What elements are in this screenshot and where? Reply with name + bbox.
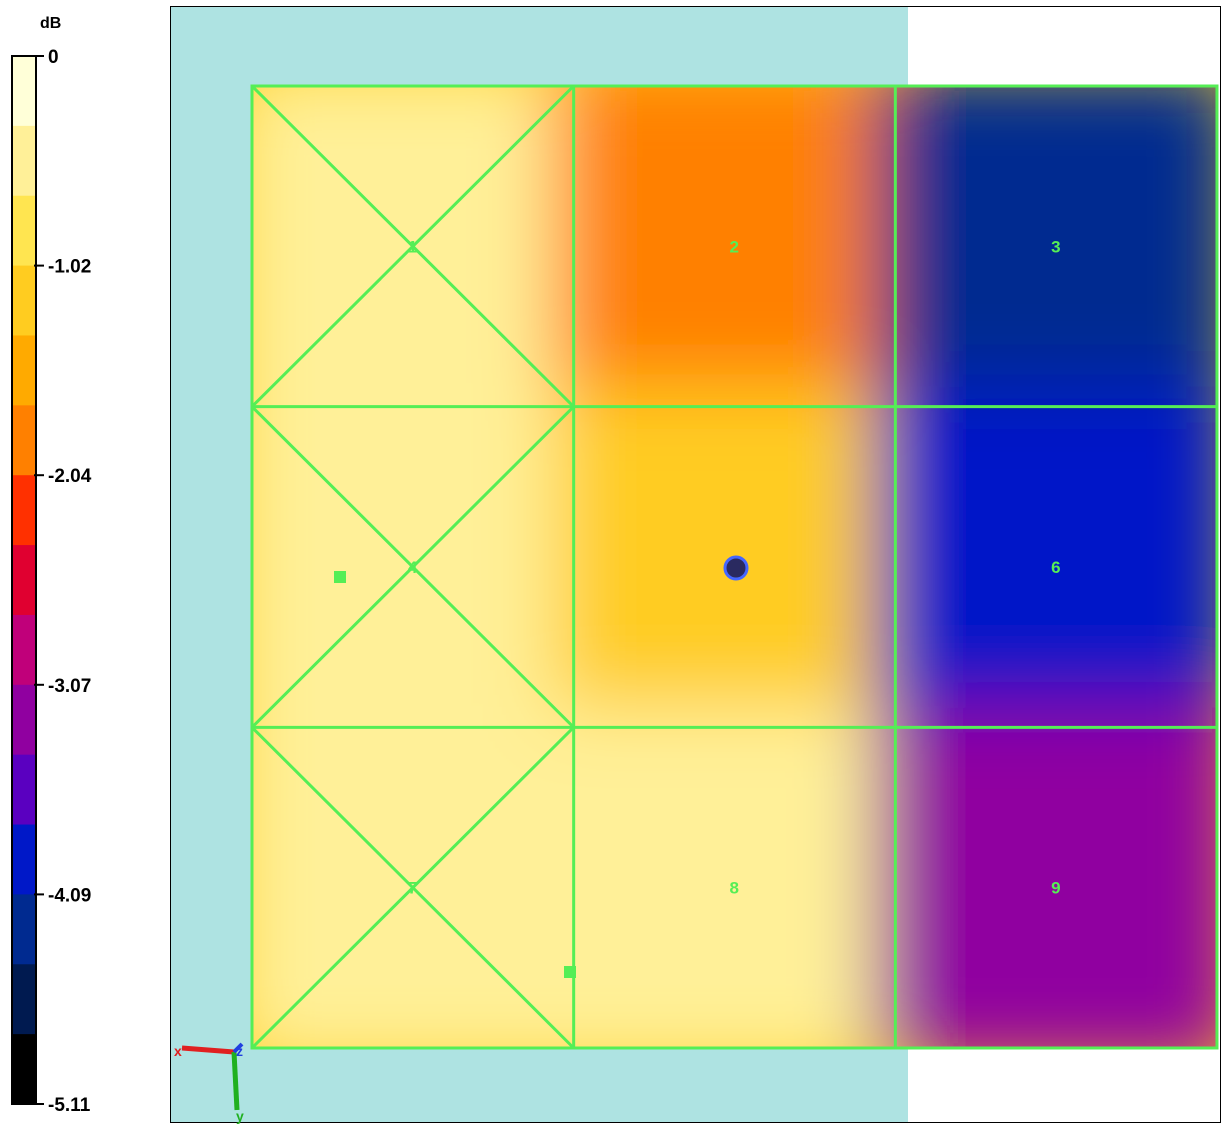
colorbar-tick-label: -4.09 [48,885,91,906]
heatmap-cell [875,86,1217,427]
grid-cell-label: 1 [408,237,417,256]
colorbar-ticks: 0 -1.02 -2.04 -3.07 -4.09 -5.11 [34,47,92,1116]
colorbar-swatch [12,964,36,1035]
colorbar-swatch [12,1034,36,1105]
measurement-grid [250,84,1219,1050]
colorbar: dB 0 -1.02 -2.04 -3.07 -4.09 -5.11 [11,15,92,1116]
axis-z-arrow [232,1042,244,1054]
colorbar-frame [11,55,37,1105]
heatmap-cell [875,386,1217,748]
peak-location-marker [723,555,749,581]
colorbar-unit-label: dB [40,15,61,32]
colorbar-swatch [12,405,36,476]
grid-diagonal [250,726,575,1050]
grid-cell-label: 3 [1051,237,1060,256]
colorbar-swatches [12,56,36,1105]
grid-cell-label: 2 [730,237,739,256]
colorbar-swatch [12,824,36,895]
colorbar-tick-label: -2.04 [48,466,92,487]
colorbar-swatch [12,265,36,336]
grid-markers [334,555,749,978]
colorbar-tick-label: 0 [48,47,59,68]
colorbar-swatch [12,894,36,965]
colorbar-swatch [12,475,36,546]
grid-cell-label: 7 [408,879,417,898]
heatmap-cell [553,707,916,1048]
colorbar-swatch [12,684,36,756]
grid-border [250,84,1219,1050]
colorbar-swatch [12,545,36,616]
axis-x-label: x [174,1043,182,1059]
heatmap-cell [252,386,594,748]
colorbar-swatch [12,56,36,127]
colorbar-swatch [12,195,36,267]
axes-triad: x y z [174,1042,244,1124]
grid-diagonal [250,405,575,729]
grid-cell-label: 4 [408,558,418,577]
colorbar-tick-label: -5.11 [48,1095,91,1116]
colorbar-swatch [12,335,36,406]
grid-diagonal [250,84,575,408]
reference-marker [334,571,346,583]
axis-y-label: y [236,1108,244,1124]
colorbar-swatch [12,614,36,686]
grid-cell-label: 9 [1051,879,1060,898]
reference-marker [564,966,576,978]
sar-map-plot: 123456789 x y z [170,6,1221,1124]
axis-z-label: z [236,1043,243,1059]
grid-cell-label: 8 [730,879,739,898]
heatmap-cell [875,707,1217,1048]
grid-cell-label: 6 [1051,558,1060,577]
heatmap-cell [553,86,916,427]
colorbar-swatch [12,754,36,826]
axis-y-arrow [231,1051,240,1111]
axis-x-arrow [181,1045,235,1055]
colorbar-swatch [12,125,36,197]
colorbar-tick-label: -1.02 [48,257,91,278]
colorbar-tick-label: -3.07 [48,676,91,697]
